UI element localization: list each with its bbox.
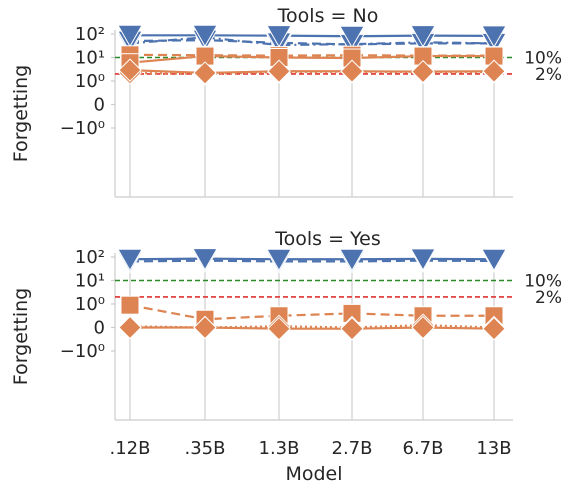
data-point-diamond xyxy=(411,315,435,340)
reference-line-label: 2% xyxy=(535,65,562,85)
series-line xyxy=(129,69,495,75)
y-tick-label: −10⁰ xyxy=(60,118,105,139)
data-point-diamond xyxy=(193,315,217,340)
data-point-diamond xyxy=(340,316,364,341)
series-line xyxy=(129,53,494,57)
y-tick-label: 10² xyxy=(75,247,105,268)
series-line xyxy=(129,259,495,263)
series-line xyxy=(130,34,495,38)
data-point-triangle xyxy=(192,248,218,271)
data-point-square xyxy=(120,295,140,315)
y-tick-label: 0 xyxy=(94,318,105,339)
y-tick-label: 10¹ xyxy=(75,271,105,292)
data-point-triangle xyxy=(266,248,292,272)
x-tick-label: 2.7B xyxy=(332,438,373,459)
panel-title: Tools = No xyxy=(277,5,379,27)
data-point-diamond xyxy=(267,59,291,83)
data-point-triangle xyxy=(481,25,507,48)
data-point-triangle xyxy=(266,25,292,48)
series-line xyxy=(129,36,495,47)
data-point-diamond xyxy=(340,59,364,83)
y-tick-label: 10² xyxy=(75,24,105,45)
y-tick-label: 10¹ xyxy=(75,48,105,69)
y-axis-label: Forgetting xyxy=(10,288,32,385)
data-point-diamond xyxy=(411,59,435,84)
x-axis-label: Model xyxy=(285,463,342,485)
data-point-triangle xyxy=(481,248,507,272)
data-point-triangle xyxy=(117,24,143,48)
y-tick-label: 10⁰ xyxy=(75,294,105,315)
data-point-triangle xyxy=(339,248,365,272)
data-point-triangle xyxy=(192,24,218,48)
x-tick-label: 1.3B xyxy=(259,438,300,459)
panel-title: Tools = Yes xyxy=(274,228,380,250)
series-line xyxy=(129,257,495,261)
y-tick-label: 0 xyxy=(94,95,105,116)
data-point-diamond xyxy=(118,315,142,340)
x-tick-label: .35B xyxy=(185,438,226,459)
series-line xyxy=(130,326,495,330)
data-point-triangle xyxy=(117,248,143,272)
series-line xyxy=(129,324,495,329)
series-line xyxy=(129,38,494,46)
series-line xyxy=(129,304,494,321)
x-tick-label: 6.7B xyxy=(403,438,444,459)
data-point-triangle xyxy=(410,248,436,271)
y-axis-label: Forgetting xyxy=(10,65,32,162)
y-tick-label: 10⁰ xyxy=(75,71,105,92)
y-tick-label: −10⁰ xyxy=(60,341,105,362)
data-point-triangle xyxy=(410,25,436,48)
reference-line-label: 10% xyxy=(524,272,562,292)
reference-line-label: 10% xyxy=(524,49,562,69)
data-point-diamond xyxy=(482,316,506,341)
reference-line-label: 2% xyxy=(535,288,562,308)
data-point-diamond xyxy=(267,316,291,341)
data-point-diamond xyxy=(118,58,142,82)
data-point-diamond xyxy=(193,61,217,85)
series-line xyxy=(129,54,494,64)
x-tick-label: 13B xyxy=(476,438,511,459)
data-point-triangle xyxy=(339,25,365,49)
data-point-diamond xyxy=(482,59,506,83)
x-tick-label: .12B xyxy=(110,438,151,459)
